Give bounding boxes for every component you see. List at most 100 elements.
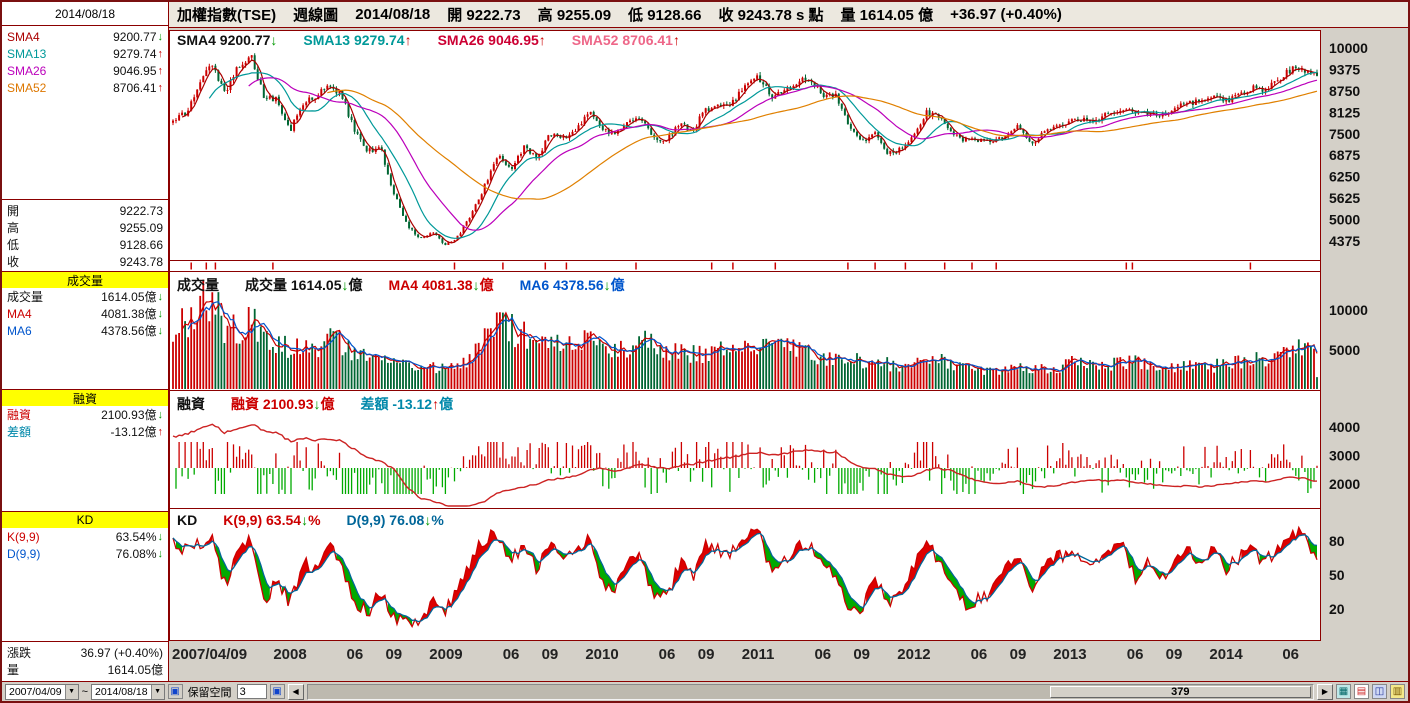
svg-text:3000: 3000 [1329,448,1360,464]
change-label: 漲跌 [7,646,32,660]
scroll-left-button[interactable]: ◀ [287,683,304,700]
sidebar-footer: 漲跌 36.97 (+0.40%) 量 1614.05億 [2,642,168,681]
close-value: 9243.78 [119,254,163,269]
svg-text:50: 50 [1329,567,1345,583]
open-label: 開 [7,204,20,218]
vol-ma6-arrow-icon: ↓ [157,324,164,337]
sma26-label: SMA26 [7,63,47,78]
low-label: 低 [7,238,20,252]
d-label: D(9,9) [7,546,41,561]
svg-text:5000: 5000 [1329,342,1360,358]
margin-value: 2100.93億 [101,408,157,422]
svg-text:8750: 8750 [1329,83,1360,99]
margin-section-header: 融資 [2,390,168,406]
close-row: 收 9243.78 [2,253,168,270]
d-arrow-icon: ↓ [157,547,164,560]
margin-arrow-icon: ↓ [157,408,164,421]
topbar-open: 開 9222.73 [447,7,521,24]
margin-diff-arrow-icon: ↑ [157,425,164,438]
open-row: 開 9222.73 [2,202,168,219]
footer-volume-label: 量 [7,663,20,677]
open-value: 9222.73 [119,203,163,218]
bottom-toolbar: 2007/04/09 ▼ ~ 2014/08/18 ▼ ▣ 保留空間 ▣ ◀ 3… [2,681,1408,701]
vol-ma6-label: MA6 [7,323,32,338]
end-date-combo[interactable]: 2014/08/18 ▼ [91,683,165,700]
end-date-value: 2014/08/18 [95,685,148,698]
svg-text:06: 06 [1127,646,1144,663]
sma52-value: 8706.41 [113,80,157,95]
sidebar-kd-section: KD K(9,9) 63.54% ↓ D(9,9) 76.08% ↓ [2,512,168,642]
sidebar-volume-section: 成交量 成交量 1614.05億 ↓ MA4 4081.38億 ↓ MA6 4378… [2,272,168,390]
svg-text:06: 06 [971,646,988,663]
reserve-space-input[interactable] [236,684,267,699]
chart-tool-icon[interactable]: ▦ [1336,684,1351,699]
scroll-right-button[interactable]: ▶ [1317,683,1333,700]
sidebar-margin-section: 融資 融資 2100.93億 ↓ 差額 -13.12億 ↑ [2,390,168,512]
chart-canvas[interactable]: 10000 9375 8750 8125 7500 6875 6250 5625 5000 437… [169,28,1408,681]
svg-text:09: 09 [853,646,870,663]
chart-area[interactable]: 10000 9375 8750 8125 7500 6875 6250 5625 5000 437… [169,28,1408,681]
vol-ma6-value: 4378.56億 [101,324,157,338]
start-date-dropdown-icon[interactable]: ▼ [64,684,78,699]
svg-text:06: 06 [659,646,676,663]
sidebar-sma-section: SMA4 9200.77 ↓ SMA13 9279.74 ↑ SMA26 9046.… [2,26,168,200]
chart-scrollbar[interactable]: 379 [306,683,1314,700]
apply-icon[interactable]: ▣ [269,684,285,699]
low-value: 9128.66 [119,237,163,252]
sma4-row: SMA4 9200.77 ↓ [2,28,168,45]
volume-label: 成交量 [7,290,44,304]
d-row: D(9,9) 76.08% ↓ [2,545,168,562]
svg-text:20: 20 [1329,601,1345,617]
sma26-value: 9046.95 [113,63,157,78]
alert-icon[interactable]: ▥ [1390,684,1405,699]
footer-volume-row: 量 1614.05億 [2,661,168,678]
sma26-row: SMA26 9046.95 ↑ [2,62,168,79]
calendar-icon[interactable]: ▤ [1354,684,1369,699]
svg-text:2008: 2008 [273,646,306,663]
k-row: K(9,9) 63.54% ↓ [2,528,168,545]
current-date: 2014/08/18 [54,6,116,21]
vol-ma4-arrow-icon: ↓ [157,307,164,320]
scrollbar-thumb[interactable]: 379 [1049,685,1311,698]
date-range-separator: ~ [81,685,88,698]
low-row: 低 9128.66 [2,236,168,253]
topbar-close: 收 9243.78 s 點 [718,7,824,24]
report-icon[interactable]: ◫ [1372,684,1387,699]
sidebar: 2014/08/18 SMA4 9200.77 ↓ SMA13 9279.74 ↑ … [2,2,169,681]
margin-diff-row: 差額 -13.12億 ↑ [2,423,168,440]
svg-text:7500: 7500 [1329,126,1360,142]
sidebar-date-box: 2014/08/18 [2,2,168,26]
svg-text:80: 80 [1329,533,1345,549]
end-date-dropdown-icon[interactable]: ▼ [150,684,164,699]
volume-value: 1614.05億 [101,290,157,304]
volume-section-header: 成交量 [2,272,168,288]
start-date-combo[interactable]: 2007/04/09 ▼ [5,683,79,700]
topbar-high: 高 9255.09 [537,7,612,24]
change-row: 漲跌 36.97 (+0.40%) [2,644,168,661]
chart-title-bar: 加權指數(TSE) 週線圖 2014/08/18 開 9222.73 高 925… [169,2,1408,28]
svg-text:6250: 6250 [1329,169,1360,185]
svg-text:06: 06 [503,646,520,663]
svg-text:10000: 10000 [1329,40,1368,56]
svg-text:2013: 2013 [1053,646,1086,663]
sma13-arrow-icon: ↑ [157,47,164,60]
margin-row: 融資 2100.93億 ↓ [2,406,168,423]
svg-text:6875: 6875 [1329,147,1360,163]
sma4-value: 9200.77 [113,29,157,44]
vol-ma6-row: MA6 4378.56億 ↓ [2,322,168,339]
k-arrow-icon: ↓ [157,530,164,543]
high-label: 高 [7,221,20,235]
svg-text:2000: 2000 [1329,476,1360,492]
footer-volume-value: 1614.05億 [107,663,163,677]
sma4-arrow-icon: ↓ [157,30,164,43]
sma52-row: SMA52 8706.41 ↑ [2,79,168,96]
high-value: 9255.09 [119,220,163,235]
symbol-name: 加權指數(TSE) [177,7,277,24]
svg-text:4375: 4375 [1329,233,1360,249]
svg-text:06: 06 [347,646,364,663]
sma4-label: SMA4 [7,29,40,44]
margin-diff-value: -13.12億 [110,425,157,439]
svg-text:10000: 10000 [1329,302,1368,318]
date-tool-icon[interactable]: ▣ [167,684,183,699]
svg-text:5000: 5000 [1329,212,1360,228]
